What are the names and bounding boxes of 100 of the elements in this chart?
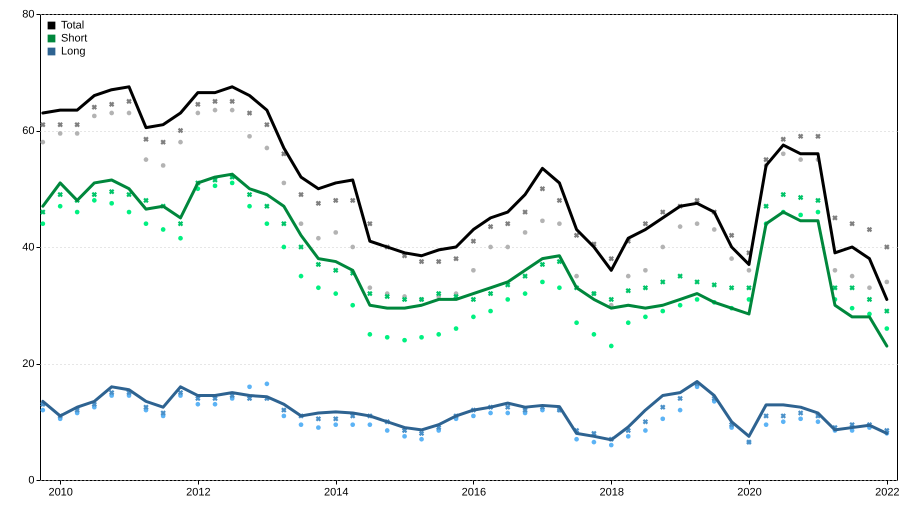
point [556,198,562,204]
x-tick-label: 2010 [48,486,73,498]
point [298,192,304,198]
point [40,209,46,215]
point [626,320,631,326]
point [316,425,321,430]
point [678,408,682,412]
point [282,244,286,250]
point [178,220,184,226]
point [763,156,769,162]
point [660,416,666,422]
point [850,274,854,278]
point [230,108,235,112]
point [333,198,338,204]
point [350,422,356,428]
x-tick-label: 2020 [737,486,762,498]
point [384,334,390,340]
point [367,290,373,296]
point [643,314,648,320]
point [815,198,821,204]
point [74,122,80,128]
point [316,200,322,206]
point [816,419,820,424]
point [333,291,338,296]
point [678,224,682,229]
point [505,220,510,226]
point [418,430,424,436]
point [264,122,270,128]
line-series [41,380,888,442]
point [419,334,424,340]
point [126,110,132,116]
point [368,422,372,428]
point [160,410,166,416]
point [728,232,734,238]
point [867,285,872,290]
point [505,244,510,250]
point [350,244,356,250]
point [92,192,98,198]
y-tick-label: 20 [22,358,34,370]
point [592,440,596,444]
point [264,382,270,386]
point [764,422,768,428]
point [333,268,338,274]
point [642,220,648,226]
point [350,198,356,204]
point [608,296,614,302]
point [196,402,200,407]
point [92,114,97,118]
point [608,256,614,262]
point [143,136,149,142]
point [505,404,510,410]
point [298,422,304,428]
point [471,268,476,273]
point [367,220,373,226]
point [884,308,890,314]
point [660,308,666,314]
point [212,108,218,112]
point [418,258,424,264]
legend-label: Total [61,20,84,32]
point [488,224,494,230]
y-tick-label: 80 [22,8,34,20]
point [229,98,235,104]
point [849,285,855,290]
point [540,186,546,192]
point [643,268,648,273]
point [694,221,700,226]
point [884,244,890,250]
point [798,416,803,422]
y-tick-label: 40 [22,242,34,254]
point [729,256,734,261]
point [763,204,769,209]
point [384,294,390,300]
point [436,258,442,264]
point [798,134,804,140]
point [712,227,717,232]
point [453,256,459,262]
point [282,180,286,186]
point [643,428,648,433]
point [677,273,683,279]
point [281,407,287,413]
point [298,244,304,250]
point [57,122,63,128]
point [178,128,184,134]
point [178,236,183,241]
point [246,192,252,198]
point [712,282,717,288]
point [144,157,148,162]
point [454,326,458,331]
point [608,442,614,448]
legend-label: Short [61,32,88,44]
point [642,285,648,290]
point [402,338,407,343]
point [488,244,493,250]
point [798,410,804,416]
point [850,306,854,311]
point [660,244,666,250]
point [798,212,803,218]
point [608,344,614,348]
y-tick-label: 60 [22,125,34,137]
point [40,122,46,128]
